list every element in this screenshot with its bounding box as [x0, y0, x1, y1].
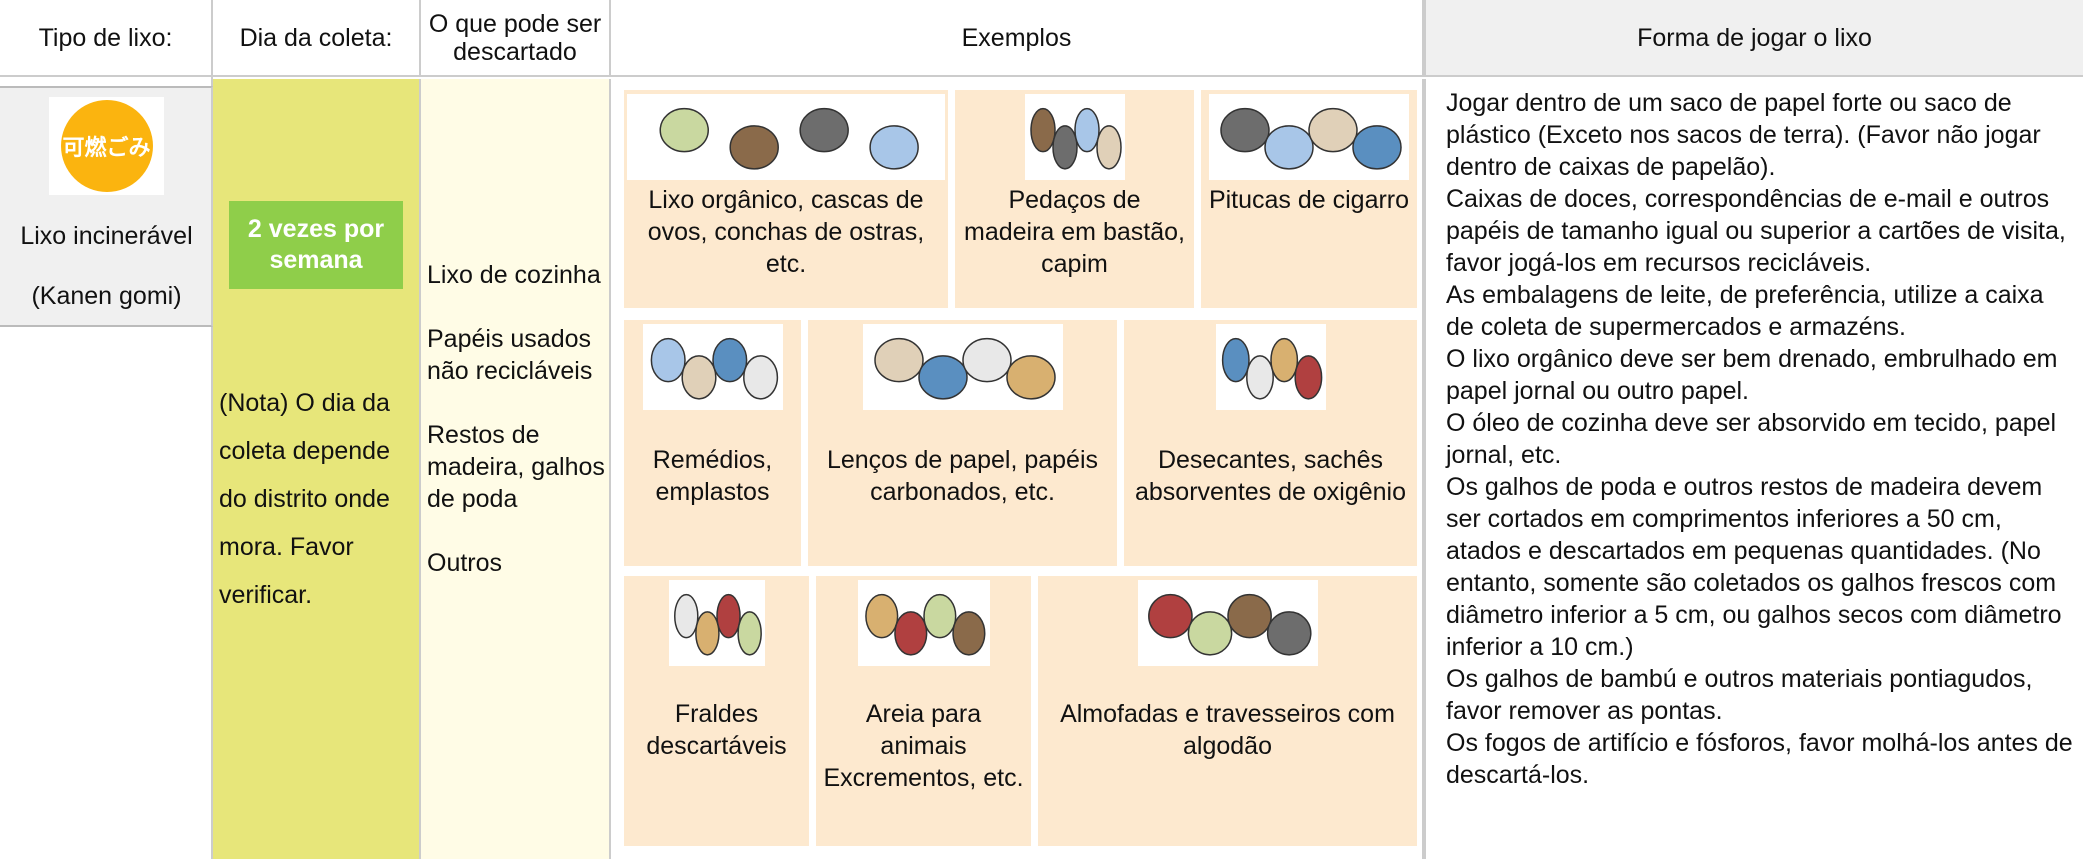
example-illustration [1137, 580, 1318, 666]
example-row: Remédios, emplastos Lenços de papel, papé… [624, 320, 1417, 566]
item: Outros [427, 549, 503, 577]
badge-box: 可燃ごみ [49, 97, 164, 195]
header-text: Tipo de lixo: [38, 23, 173, 52]
item: Lixo de cozinha [427, 261, 601, 289]
header-text: Dia da coleta: [239, 23, 393, 52]
instruction: O óleo de cozinha deve ser absorvido em … [1446, 409, 2057, 469]
instructions: Jogar dentro de um saco de papel forte o… [1424, 79, 2083, 859]
header-cell: O que pode ser descartado [421, 0, 611, 77]
header-text: O que pode ser descartado [428, 9, 602, 66]
instruction: As embalagens de leite, de preferência, … [1446, 281, 2044, 341]
item: Restos de madeira, galhos de poda [427, 421, 605, 513]
example-illustration [627, 94, 945, 180]
example-label: Desecantes, sachês absorventes de oxigên… [1134, 446, 1407, 506]
example-label: Pedaços de madeira em bastão, capim [964, 186, 1185, 278]
example-illustration [1024, 94, 1125, 180]
instruction: Os galhos de poda e outros restos de mad… [1446, 473, 2062, 661]
instruction: Os fogos de artifício e fósforos, favor … [1446, 729, 2073, 789]
instruction: O lixo orgânico deve ser bem drenado, em… [1446, 345, 2058, 405]
instruction: Jogar dentro de um saco de papel forte o… [1446, 89, 2041, 181]
example-label: Lixo orgânico, cascas de ovos, conchas d… [647, 186, 925, 278]
example-illustration [1215, 324, 1326, 410]
header-cell: Dia da coleta: [213, 0, 421, 77]
example-cell: Areia para animais Excrementos, etc. [816, 576, 1031, 846]
example-row: Fraldes descartáveis Areia para animais E… [624, 576, 1417, 846]
frequency-badge: 2 vezes por semana [229, 201, 403, 289]
example-cell: Lenços de papel, papéis carbonados, etc. [808, 320, 1117, 566]
example-label: Lenços de papel, papéis carbonados, etc. [826, 446, 1099, 506]
example-label: Areia para animais Excrementos, etc. [823, 700, 1024, 792]
example-cell: Almofadas e travesseiros com algodão [1038, 576, 1417, 846]
example-illustration [862, 324, 1063, 410]
example-row: Lixo orgânico, cascas de ovos, conchas d… [624, 90, 1417, 308]
example-cell: Desecantes, sachês absorventes de oxigên… [1124, 320, 1417, 566]
header-cell: Exemplos [611, 0, 1424, 77]
example-label: Almofadas e travesseiros com algodão [1060, 700, 1395, 760]
collection-cell: 2 vezes por semana (Nota) O dia da colet… [213, 79, 421, 859]
example-cell: Pedaços de madeira em bastão, capim [955, 90, 1194, 308]
example-cell: Remédios, emplastos [624, 320, 801, 566]
example-illustration [668, 580, 765, 666]
header-cell: Tipo de lixo: [0, 0, 213, 77]
type-alias: (Kanen gomi) [31, 282, 182, 310]
header-cell: Forma de jogar o lixo [1424, 0, 2083, 77]
example-illustration [642, 324, 783, 410]
example-illustration [1209, 94, 1409, 180]
header-text: Forma de jogar o lixo [1637, 23, 1872, 52]
type-name: Lixo incinerável [20, 222, 193, 250]
badge: 可燃ごみ [60, 100, 153, 192]
header-text: Exemplos [961, 23, 1072, 52]
example-label: Remédios, emplastos [652, 446, 773, 506]
example-cell: Lixo orgânico, cascas de ovos, conchas d… [624, 90, 948, 308]
collection-note: (Nota) O dia da coleta depende do distri… [219, 389, 390, 609]
item: Papéis usados não recicláveis [427, 325, 593, 385]
instruction: Os galhos de bambú e outros materiais po… [1446, 665, 2033, 725]
example-cell: Fraldes descartáveis [624, 576, 809, 846]
example-cell: Pitucas de cigarro [1201, 90, 1417, 308]
example-label: Fraldes descartáveis [646, 700, 787, 760]
example-label: Pitucas de cigarro [1208, 186, 1410, 214]
items-cell: Lixo de cozinha Papéis usados não reciclá… [421, 79, 611, 859]
instruction: Caixas de doces, correspondências de e-m… [1446, 185, 2066, 277]
items-list: Lixo de cozinha Papéis usados não reciclá… [427, 259, 607, 611]
type-column [0, 77, 213, 859]
type-cell: 可燃ごみ Lixo incinerável (Kanen gomi) [0, 86, 213, 327]
example-illustration [857, 580, 990, 666]
